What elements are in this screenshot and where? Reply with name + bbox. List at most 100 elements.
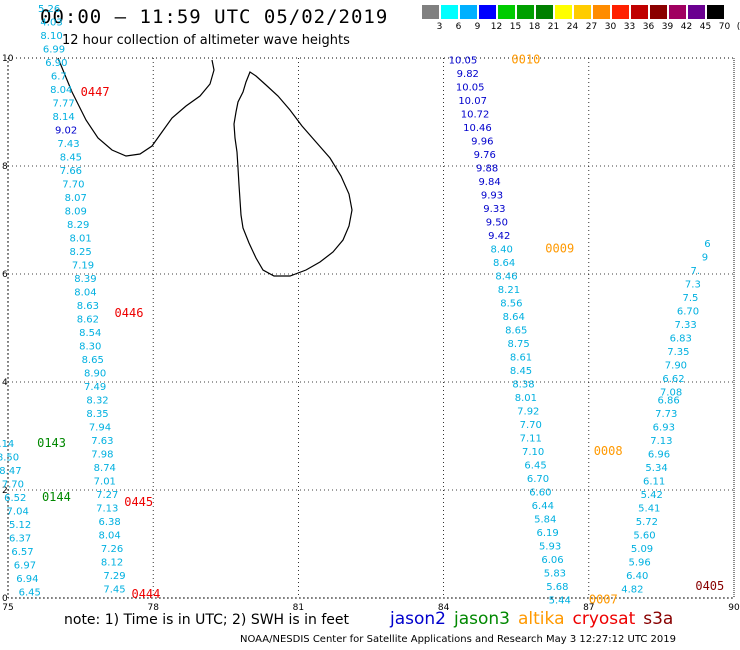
wave-height-label: 7.10 bbox=[522, 447, 544, 458]
pass-time-label: 0445 bbox=[124, 495, 153, 509]
wave-height-label: 8.47 bbox=[0, 466, 22, 477]
wave-height-label: 6.40 bbox=[626, 571, 648, 582]
scale-label: 21 bbox=[547, 22, 560, 32]
scale-swatch bbox=[669, 5, 686, 19]
wave-height-label: 5.41 bbox=[638, 504, 660, 515]
wave-height-label: 8.29 bbox=[67, 220, 89, 231]
wave-height-label: 8.25 bbox=[69, 247, 91, 258]
wave-height-label: 10.05 bbox=[456, 82, 485, 93]
footer-note: note: 1) Time is in UTC; 2) SWH is in fe… bbox=[64, 612, 350, 628]
wave-height-label: 8.45 bbox=[510, 366, 532, 377]
x-tick-label: 81 bbox=[293, 603, 304, 613]
wave-height-label: 8.75 bbox=[507, 339, 529, 350]
scale-swatch bbox=[441, 5, 458, 19]
wave-height-label: 8.65 bbox=[82, 355, 104, 366]
wave-height-label: 8.46 bbox=[495, 271, 517, 282]
wave-height-label: 8.62 bbox=[77, 315, 99, 326]
wave-height-label: 6.45 bbox=[524, 460, 546, 471]
wave-height-label: 10.07 bbox=[458, 96, 487, 107]
map-frame bbox=[7, 57, 735, 599]
chart-title: 00:00 – 11:59 UTC 05/02/2019 bbox=[40, 6, 389, 28]
scale-label: 39 bbox=[661, 22, 674, 32]
wave-height-label: 8.38 bbox=[512, 379, 534, 390]
wave-height-label: 8.64 bbox=[503, 312, 525, 323]
scale-swatch bbox=[498, 5, 515, 19]
scale-swatch bbox=[707, 5, 724, 19]
x-tick-label: 84 bbox=[438, 603, 450, 613]
scale-label: 70 bbox=[718, 22, 731, 32]
scale-label: 3 bbox=[436, 22, 443, 32]
wave-height-label: 6.19 bbox=[537, 528, 559, 539]
wave-height-label: 7.98 bbox=[91, 450, 113, 461]
wave-height-label: 7.90 bbox=[665, 361, 687, 372]
wave-height-label: 10.46 bbox=[463, 123, 492, 134]
wave-height-label: 6.7 bbox=[51, 72, 67, 83]
wave-height-label: 7.77 bbox=[53, 99, 75, 110]
wave-height-label: 4.03 bbox=[40, 18, 62, 29]
x-tick-label: 87 bbox=[583, 603, 594, 613]
wave-height-label: 7.45 bbox=[103, 585, 125, 596]
wave-height-label: 7.26 bbox=[101, 544, 123, 555]
wave-height-label: 8.01 bbox=[515, 393, 537, 404]
wave-height-label: 8.54 bbox=[79, 328, 101, 339]
wave-height-label: 7.29 bbox=[103, 571, 125, 582]
wave-height-label: 8.09 bbox=[65, 207, 87, 218]
wave-height-label: 8.04 bbox=[74, 288, 96, 299]
wave-height-label: 8.63 bbox=[77, 301, 99, 312]
wave-height-label: 8.64 bbox=[493, 258, 515, 269]
wave-height-label: 8.65 bbox=[505, 325, 527, 336]
wave-height-label: 9.33 bbox=[483, 204, 505, 215]
x-tick-label: 78 bbox=[147, 603, 159, 613]
wave-height-label: 8.40 bbox=[491, 244, 513, 255]
scale-label: 15 bbox=[509, 22, 522, 32]
scale-label: 27 bbox=[585, 22, 598, 32]
wave-height-label: 6.11 bbox=[643, 477, 665, 488]
wave-height-label: 9.84 bbox=[478, 177, 500, 188]
wave-height-label: 7.70 bbox=[520, 420, 542, 431]
wave-height-label: 9.76 bbox=[474, 150, 496, 161]
wave-height-label: 6.94 bbox=[16, 574, 38, 585]
wave-height-label: 7.63 bbox=[91, 436, 113, 447]
wave-height-label: 9.88 bbox=[476, 163, 498, 174]
credit-line: NOAA/NESDIS Center for Satellite Applica… bbox=[240, 634, 676, 645]
wave-height-label: 6.96 bbox=[648, 450, 670, 461]
wave-height-label: 7.92 bbox=[517, 406, 539, 417]
wave-height-label: 5.42 bbox=[641, 490, 663, 501]
wave-height-label: 5.12 bbox=[9, 520, 31, 531]
wave-height-label: 8.45 bbox=[60, 153, 82, 164]
scale-swatch bbox=[688, 5, 705, 19]
pass-time-label: 0144 bbox=[42, 490, 71, 504]
wave-height-label: 6.44 bbox=[532, 501, 554, 512]
scale-swatch bbox=[422, 5, 439, 19]
wave-height-label: 8.12 bbox=[101, 558, 123, 569]
wave-height-label: 9.82 bbox=[457, 69, 479, 80]
wave-height-label: 6.83 bbox=[670, 334, 692, 345]
wave-height-label: 8.14 bbox=[0, 439, 14, 450]
wave-height-label: 6.70 bbox=[527, 474, 549, 485]
pass-time-label: 0008 bbox=[594, 444, 623, 458]
x-tick-label: 90 bbox=[728, 603, 740, 613]
scale-swatch bbox=[479, 5, 496, 19]
wave-height-label: 8.21 bbox=[498, 285, 520, 296]
wave-height-label: 6.97 bbox=[14, 560, 36, 571]
scale-swatch bbox=[650, 5, 667, 19]
y-tick-label: 10 bbox=[2, 54, 14, 64]
wave-height-label: 8.10 bbox=[40, 31, 62, 42]
wave-height-label: 7.08 bbox=[660, 388, 682, 399]
scale-label: 30 bbox=[604, 22, 617, 32]
wave-height-label: 8.07 bbox=[65, 193, 87, 204]
wave-height-label: 8.39 bbox=[74, 274, 96, 285]
scale-label: 9 bbox=[474, 22, 481, 32]
wave-height-label: 6.60 bbox=[529, 487, 551, 498]
wave-height-label: 8.32 bbox=[86, 396, 108, 407]
wave-height-label: 5.26 bbox=[38, 4, 60, 15]
wave-height-label: 7.49 bbox=[84, 382, 106, 393]
legend-cryosat: cryosat bbox=[572, 609, 636, 629]
lat-lon-grid: 75 78 81 84 87 90 0 2 4 6 8 10 bbox=[2, 54, 740, 613]
pass-time-label: 0009 bbox=[545, 241, 574, 255]
wave-height-label: 8.90 bbox=[84, 369, 106, 380]
x-tick-label: 75 bbox=[2, 603, 13, 613]
wave-height-label: 6 bbox=[704, 239, 710, 250]
wave-height-label: 8.04 bbox=[50, 85, 72, 96]
